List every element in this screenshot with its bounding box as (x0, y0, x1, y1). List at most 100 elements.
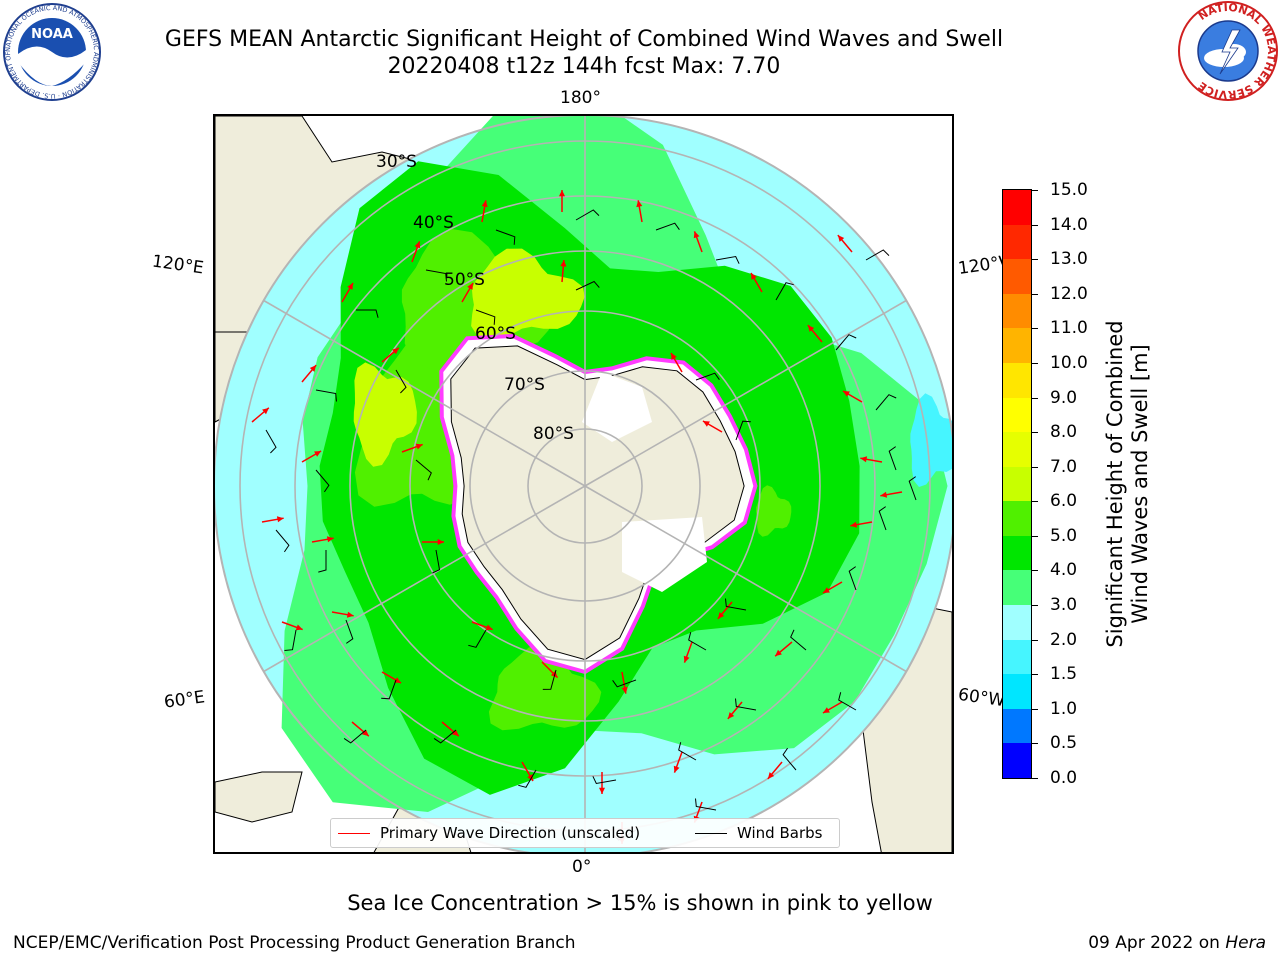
wave-arrow-head (276, 516, 284, 523)
wave-arrow-head (842, 391, 850, 397)
colorbar-tick (1032, 328, 1038, 330)
wind-barb (655, 222, 680, 231)
colorbar-segment (1003, 397, 1031, 433)
wave-arrow-head (837, 235, 845, 242)
colorbar-tick (1032, 190, 1038, 191)
wave-arrow-head (683, 655, 690, 663)
wave-arrow-head (347, 282, 353, 290)
wind-barb (782, 747, 797, 771)
colorbar-segment (1003, 189, 1031, 225)
ronne-ice-shelf (622, 517, 707, 592)
wind-barb (318, 550, 327, 573)
colorbar-tick (1032, 535, 1038, 537)
swh-6-7m-patch (471, 248, 585, 340)
wind-barb (908, 476, 917, 501)
wind-barb (835, 334, 857, 351)
antarctica-land (450, 345, 745, 661)
wave-arrow-head (527, 774, 533, 782)
wave-arrow-head (717, 612, 725, 619)
colorbar-tick-label: 13.0 (1050, 249, 1088, 270)
map-legend: Primary Wave Direction (unscaled) Wind B… (330, 818, 840, 848)
colorbar-segment (1003, 466, 1031, 502)
colorbar-tick (1032, 778, 1038, 779)
colorbar-tick-label: 9.0 (1050, 387, 1078, 408)
wind-barb (345, 619, 354, 644)
lon-label-60w: 60°W (956, 684, 1007, 712)
meridian-line (584, 485, 907, 673)
wind-barb (695, 798, 717, 811)
wind-barb (343, 729, 367, 744)
swh-1-2m-patch (910, 393, 952, 487)
ross-ice-shelf (582, 372, 652, 442)
wind-barb (612, 679, 637, 688)
legend-wind-barbs: Wind Barbs (695, 824, 822, 842)
noaa-logo: NATIONAL OCEANIC AND ATMOSPHERIC ADMINIS… (2, 2, 101, 101)
nws-logo: NATIONAL WEATHER SERVICE (1178, 1, 1278, 101)
colorbar-segment (1003, 327, 1031, 363)
lon-label-0: 0° (572, 857, 592, 877)
colorbar-tick-label: 4.0 (1050, 560, 1078, 581)
colorbar-tick (1032, 501, 1038, 503)
lat-label-80s: 80°S (533, 424, 574, 444)
lat-label-50s: 50°S (444, 270, 485, 290)
wave-arrow-head (560, 260, 567, 267)
chart-title: GEFS MEAN Antarctic Significant Height o… (164, 27, 1004, 52)
wind-barb (433, 729, 457, 744)
wave-arrow-head (636, 200, 643, 208)
meridian-line (263, 299, 586, 487)
wind-barb (315, 469, 330, 493)
colorbar-tick (1032, 605, 1038, 607)
map-panel (213, 114, 954, 854)
wave-arrow-head (314, 451, 322, 457)
wave-arrow-head (693, 231, 700, 239)
wave-arrow-head (751, 272, 757, 280)
lon-label-180: 180° (560, 88, 601, 108)
colorbar-tick-label: 7.0 (1050, 456, 1078, 477)
lon-label-60e: 60°E (162, 687, 207, 713)
colorbar-segment (1003, 708, 1031, 744)
wind-barb (284, 629, 297, 651)
legend-primary-wave: Primary Wave Direction (unscaled) (338, 824, 640, 842)
wave-arrow-head (880, 491, 888, 498)
colorbar-tick (1032, 639, 1038, 641)
colorbar-segment (1003, 224, 1031, 260)
wind-barb (468, 629, 487, 648)
wind-barb (356, 309, 379, 318)
lat-label-30s: 30°S (376, 152, 417, 172)
wind-barb (715, 255, 740, 264)
wind-barb (688, 632, 707, 651)
wave-arrow-head (346, 611, 354, 618)
colorbar-tick (1032, 708, 1038, 710)
colorbar-tick-label: 10.0 (1050, 352, 1088, 373)
wind-barb (265, 429, 277, 454)
wind-barb (735, 420, 751, 441)
colorbar-segment (1003, 639, 1031, 675)
colorbar-tick (1032, 466, 1038, 468)
noaa-logo-text: NOAA (31, 27, 73, 42)
swh-6-7m-patch (353, 362, 417, 467)
wave-arrow-head (559, 190, 565, 197)
wind-barb (575, 209, 600, 221)
colorbar-tick (1032, 570, 1038, 572)
colorbar-segment (1003, 258, 1031, 294)
wave-arrow-head (621, 686, 628, 694)
colorbar-tick (1032, 397, 1038, 399)
colorbar-tick-label: 5.0 (1050, 525, 1078, 546)
wave-arrow-head (481, 200, 488, 208)
wave-arrow-head (309, 365, 317, 372)
wind-barb (432, 549, 441, 574)
sea-ice-caption: Sea Ice Concentration > 15% is shown in … (347, 891, 933, 915)
wave-arrow-head (262, 407, 269, 415)
wave-arrow-head (550, 670, 558, 678)
meridian-line (584, 299, 907, 487)
colorbar (1002, 189, 1032, 779)
wave-arrow-head (807, 325, 815, 332)
wind-barb (865, 249, 890, 261)
colorbar-tick-label: 3.0 (1050, 595, 1078, 616)
lat-label-40s: 40°S (413, 213, 454, 233)
wind-barb (575, 280, 600, 291)
colorbar-tick (1032, 293, 1038, 295)
colorbar-tick (1032, 224, 1038, 226)
wind-barb (495, 229, 516, 245)
wind-barb (888, 446, 897, 471)
